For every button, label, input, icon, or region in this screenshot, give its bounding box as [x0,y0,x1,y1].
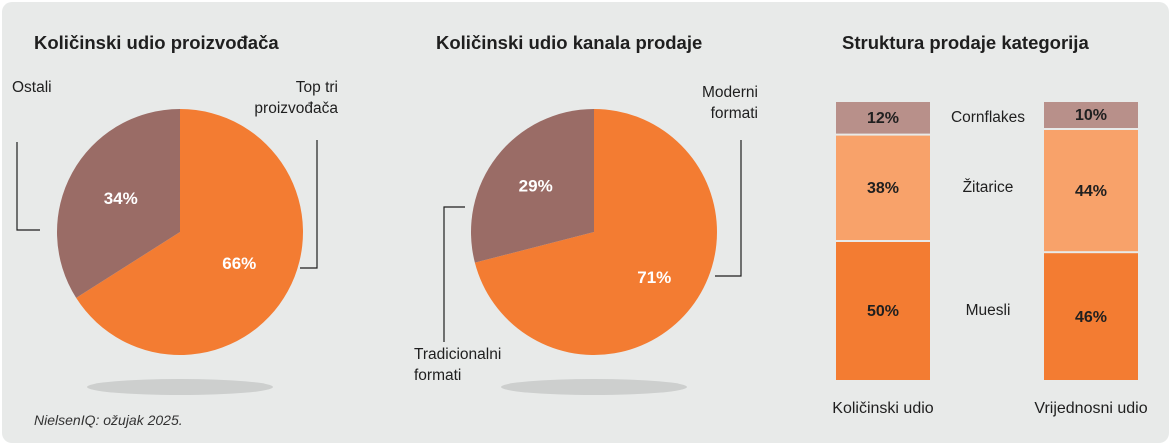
bar-2-value-label-1: 44% [1075,183,1107,200]
pie2-bracket-traditional [444,207,465,342]
bar-2-value-label-2: 10% [1075,107,1107,124]
bar-2-value-label-0: 46% [1075,309,1107,326]
pie1-bracket-others [17,142,40,230]
pie2-shadow [501,379,687,395]
pie2-value-label-1: 29% [519,176,553,195]
bar-category-label-2: Vrijednosni udio [1034,400,1147,417]
pie2-bracket-modern [715,140,741,276]
pie1-value-label-0: 66% [222,254,256,273]
bar-1-value-label-2: 12% [867,110,899,127]
pie1-shadow [87,379,273,395]
series-label-žitarice: Žitarice [963,179,1014,196]
source-note: NielsenIQ: ožujak 2025. [34,412,183,428]
bar-category-label-1: Količinski udio [832,400,933,417]
series-label-muesli: Muesli [966,302,1011,319]
pie2-value-label-0: 71% [637,268,671,287]
series-label-cornflakes: Cornflakes [951,109,1025,126]
bar-1-value-label-0: 50% [867,303,899,320]
bar-1-value-label-1: 38% [867,180,899,197]
pie1-bracket-top3 [300,140,317,268]
pie1-value-label-1: 34% [104,189,138,208]
